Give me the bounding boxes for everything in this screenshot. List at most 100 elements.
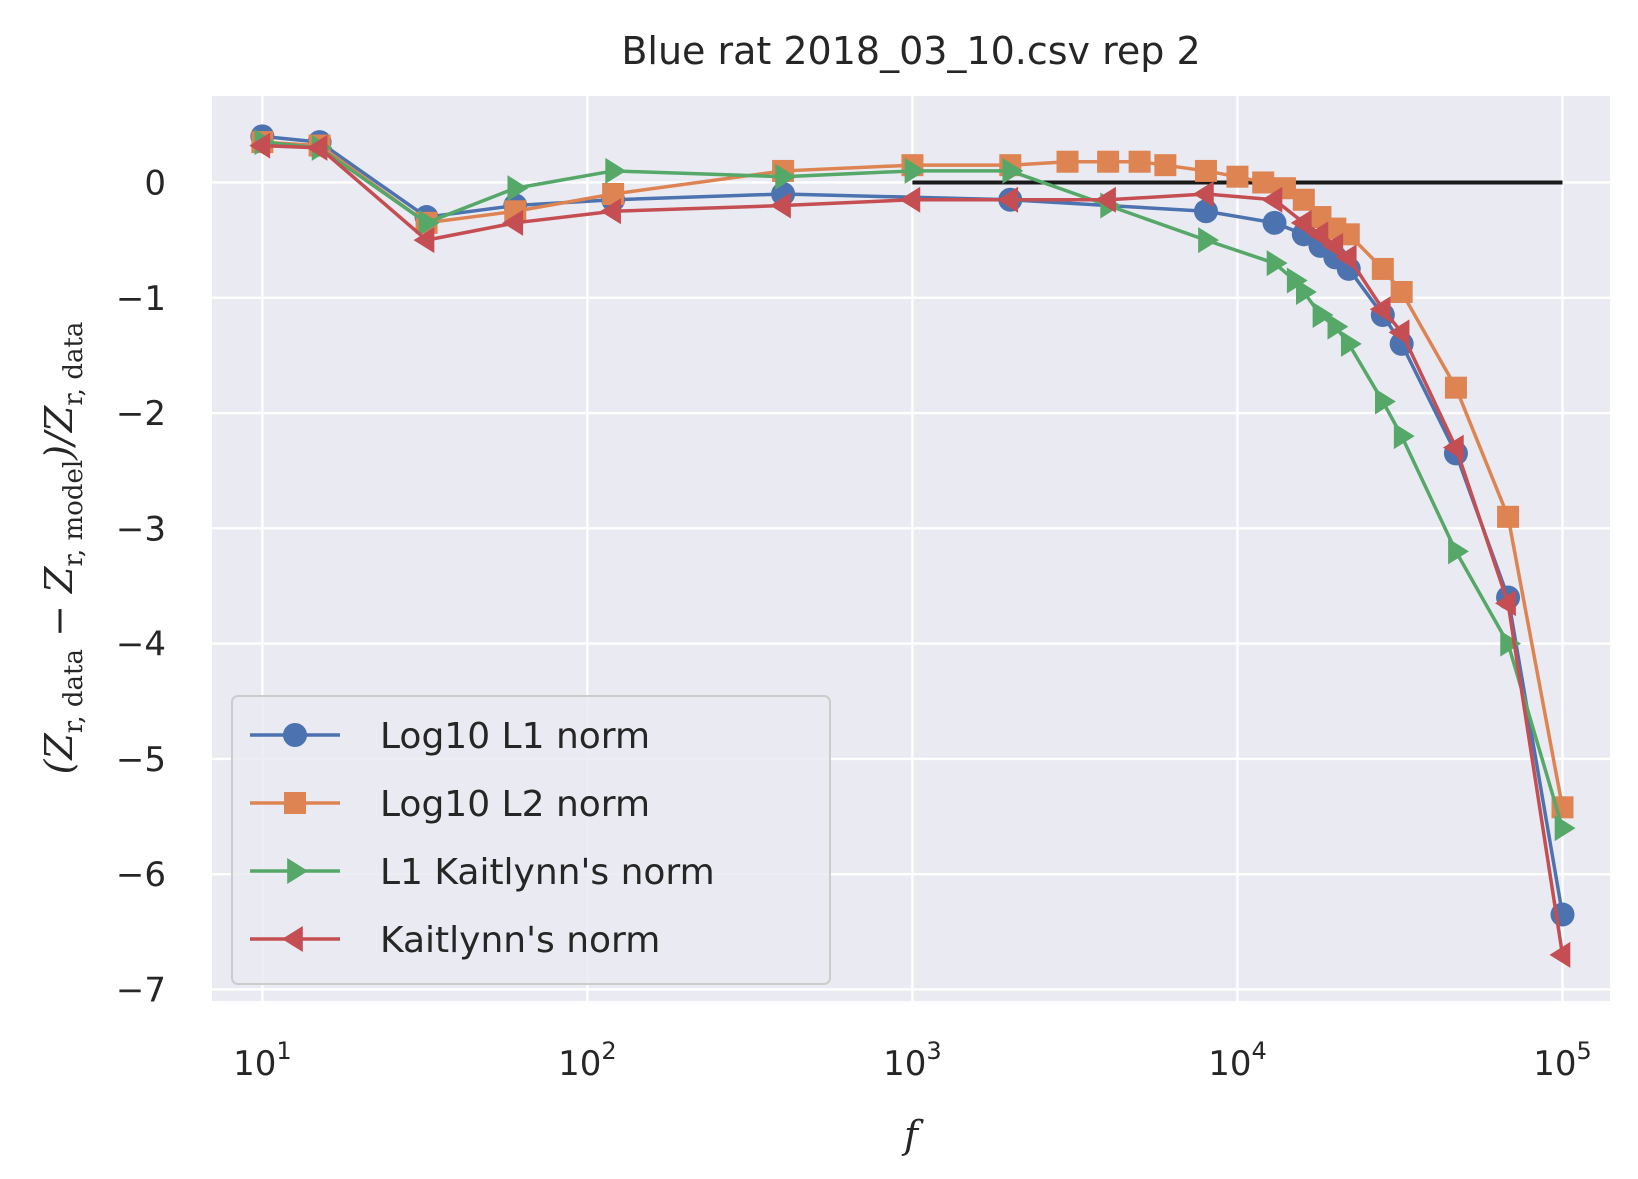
data-point [1312,302,1334,329]
legend-marker [287,858,308,884]
data-point [502,209,524,236]
x-tick-base: 10 [1533,1044,1576,1084]
y-label-sub-model: r, model [59,460,89,567]
y-tick-label: −1 [116,279,166,319]
data-point [1128,150,1151,173]
x-tick-exp: 4 [1251,1037,1266,1065]
data-point [1198,227,1219,254]
data-point [1448,538,1469,565]
data-point [602,182,625,205]
x-tick-base: 10 [883,1044,926,1084]
x-axis-label: f [901,1113,924,1157]
data-point [1252,171,1275,194]
y-label-sub-data: r, data [59,649,89,733]
data-point [1192,180,1214,207]
data-point [1375,388,1396,415]
data-point [1340,330,1362,357]
y-tick-label: −5 [116,740,166,780]
data-point [1307,221,1329,248]
data-point [605,157,627,184]
y-tick-label: −6 [116,855,166,895]
data-point [1369,296,1391,323]
data-point [1290,209,1312,236]
legend-entry: Log10 L1 norm [250,716,650,757]
series-line [262,134,1565,915]
data-point [1554,815,1576,842]
data-point [1388,319,1410,346]
data-point [1154,154,1177,177]
data-point [1549,941,1571,968]
legend-box [231,695,831,985]
data-point [1497,505,1520,528]
data-point [1266,250,1288,277]
data-point [775,163,797,190]
data-point [1327,313,1349,340]
data-point [1444,376,1467,399]
data-point [899,186,921,213]
x-tick-label: 104 [1208,1037,1267,1084]
legend-entry: L1 Kaitlynn's norm [250,852,715,893]
data-point [904,157,926,184]
y-label-open: (Z [37,733,81,775]
chart-title: Blue rat 2018_03_10.csv rep 2 [621,29,1200,73]
data-point [1335,244,1357,271]
data-point [1261,186,1283,213]
data-point [1390,280,1413,303]
x-tick-label: 101 [233,1037,292,1084]
series-layer [249,124,1576,968]
legend-entry: Kaitlynn's norm [250,920,660,961]
data-point [1292,188,1315,211]
legend-label: Log10 L1 norm [380,716,650,757]
x-tick-exp: 5 [1576,1037,1591,1065]
data-point [770,192,791,219]
data-point [1193,199,1218,224]
x-tick-exp: 2 [601,1037,616,1065]
y-tick-label: 0 [144,163,166,203]
data-point [1095,186,1116,213]
data-point [1495,590,1516,617]
y-label-minus: − Z [37,566,81,649]
x-tick-label: 103 [883,1037,942,1084]
data-point [600,198,621,225]
x-tick-exp: 1 [276,1037,291,1065]
data-point [507,175,529,202]
data-point [418,209,440,236]
x-tick-base: 10 [1208,1044,1251,1084]
y-tick-label: −2 [116,394,166,434]
x-tick-base: 10 [233,1044,276,1084]
x-tick-label: 105 [1533,1037,1592,1084]
y-label-sub-denom: r, data [59,322,89,406]
grid [212,96,1610,1001]
data-point [1097,150,1120,173]
legend-marker [282,926,303,952]
data-point [997,186,1019,213]
data-point [1002,157,1024,184]
data-point [1296,278,1317,305]
x-tick-exp: 3 [926,1037,941,1065]
data-point [1194,159,1217,182]
data-point [1393,423,1415,450]
legend-label: Kaitlynn's norm [380,920,660,961]
y-tick-label: −4 [116,625,166,665]
legend-label: Log10 L2 norm [380,784,650,825]
data-point [1371,257,1394,280]
legend: Log10 L1 norm Log10 L2 norm L1 Kaitlynn's … [231,695,831,985]
series-4 [249,132,1571,968]
x-tick-label: 102 [558,1037,617,1084]
data-point [1226,165,1249,188]
y-tick-label: −3 [116,509,166,549]
data-point [249,132,271,159]
legend-marker [284,792,306,814]
data-point [1442,434,1464,461]
y-label-close: )/Z [37,405,81,461]
data-point [1500,630,1522,657]
data-point [1337,223,1360,246]
legend-label: L1 Kaitlynn's norm [380,852,715,893]
data-point [1056,150,1079,173]
data-point [1262,210,1287,235]
y-tick-label: −7 [116,970,166,1010]
x-tick-base: 10 [558,1044,601,1084]
data-point [413,227,435,254]
